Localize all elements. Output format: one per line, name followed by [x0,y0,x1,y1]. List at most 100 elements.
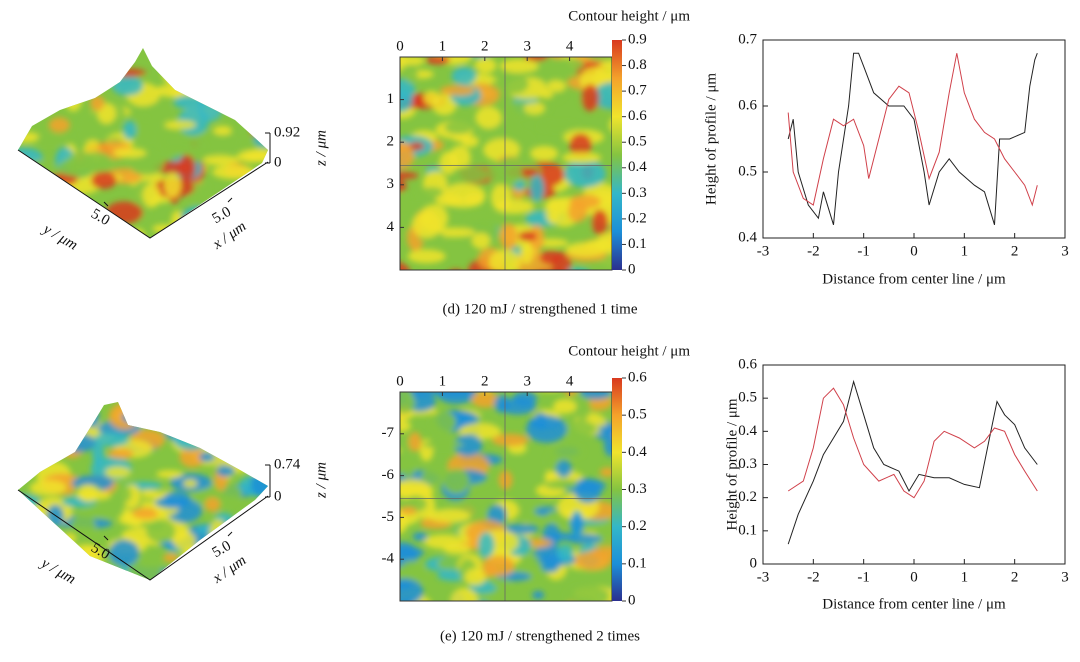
texture [113,147,147,158]
y-tick-label: 0.5 [738,163,757,179]
texture [131,415,149,427]
texture [547,79,567,92]
texture [565,585,610,601]
texture [185,71,201,92]
x-tick-label: -3 [757,569,770,585]
texture [178,154,196,182]
x-tick-label: 4 [566,38,574,54]
texture [529,225,545,251]
colorbar [612,378,622,601]
base-edge [17,489,269,581]
z-axis-label: z / μm [313,462,329,499]
texture [27,404,51,417]
y-tick-label: 4 [387,219,395,235]
texture [63,433,96,453]
colorbar-tick-label: 0.5 [628,134,647,150]
texture [130,228,146,238]
texture [18,216,29,230]
y-tick-label: -5 [382,509,395,525]
texture [162,65,190,86]
texture [400,578,424,601]
texture [50,80,67,95]
texture [470,599,486,601]
x-tick-label: 2 [1011,569,1019,585]
texture [122,120,137,140]
texture [248,457,267,476]
texture [18,181,40,205]
texture [422,440,463,449]
texture [198,452,215,462]
x-tick [227,197,233,203]
texture [545,200,560,225]
y-axis-label: y / μm [37,554,79,587]
texture [512,392,538,406]
texture [95,50,119,76]
colorbar-tick-label: 0.1 [628,555,647,571]
texture [156,470,184,479]
texture [609,118,612,132]
texture [483,138,520,162]
x-tick-label: 5.0 [210,204,234,227]
texture [21,433,64,449]
texture [250,471,268,497]
texture [532,590,545,600]
texture [490,183,512,212]
texture [40,402,72,415]
texture [29,480,67,496]
y-tick-label: 2 [387,134,395,150]
texture [151,407,171,425]
texture [91,171,117,190]
texture [427,508,471,523]
texture [225,432,243,458]
x-tick-label: 0 [910,243,918,259]
x-tick-label: 1 [961,243,969,259]
texture [230,187,268,205]
texture [241,138,258,151]
texture [400,506,417,515]
texture [230,426,268,446]
texture [34,436,59,451]
texture [91,441,105,466]
x-tick-label: 2 [481,38,489,54]
texture [18,77,53,106]
texture [420,469,440,483]
y-tick-label: 0.2 [738,489,757,505]
z-tick-label: 0.74 [274,456,301,472]
texture [491,433,529,447]
texture [544,479,579,490]
texture [18,131,41,143]
texture [242,190,268,210]
texture [564,392,577,397]
y-tick-label: 0.5 [738,390,757,406]
texture [471,392,499,408]
texture [132,507,159,520]
texture [212,164,256,180]
y-tick-label: 0.3 [738,456,757,472]
texture [524,102,545,115]
x-tick-label: 3 [1061,243,1069,259]
texture [439,85,476,96]
texture [488,379,525,389]
texture [18,48,51,61]
texture [550,445,584,458]
texture [181,219,212,238]
texture [108,448,134,459]
texture [400,193,406,211]
texture [590,546,612,559]
texture [121,411,153,424]
texture [129,153,164,176]
texture [532,412,548,430]
texture [435,392,474,397]
texture [508,101,531,117]
texture [603,432,612,457]
colorbar-tick-label: 0.1 [628,236,647,252]
field-texture [400,57,612,270]
texture [437,557,459,570]
colorbar-label: Contour height / μm [568,343,690,359]
x-tick-label: -2 [807,243,820,259]
texture [194,130,235,153]
texture [552,57,585,72]
x-tick-label: 1 [961,569,969,585]
texture [461,135,479,148]
texture [574,479,602,504]
